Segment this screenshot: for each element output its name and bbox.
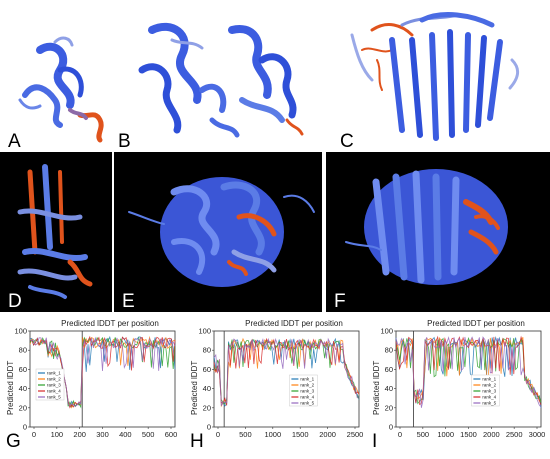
y-tick-label: 20 — [19, 403, 27, 412]
x-tick-label: 3000 — [529, 430, 546, 439]
x-tick-label: 0 — [32, 430, 36, 439]
x-tick-label: 100 — [51, 430, 64, 439]
legend-label: rank_5 — [47, 395, 61, 400]
legend-label: rank_3 — [47, 383, 61, 388]
x-tick-label: 2000 — [483, 430, 500, 439]
plot-g: Predicted lDDT per position Predicted lD… — [0, 315, 182, 454]
lddt-series-line — [395, 337, 542, 405]
y-tick-label: 40 — [203, 384, 211, 393]
x-tick-label: 300 — [96, 430, 109, 439]
y-tick-label: 0 — [207, 423, 211, 432]
lddt-series-line — [395, 336, 542, 408]
protein-structure-b — [138, 22, 304, 138]
x-tick-label: 0 — [216, 430, 220, 439]
protein-structure-c — [350, 12, 520, 141]
structure-panel-e: E — [114, 152, 322, 312]
y-tick-label: 100 — [198, 327, 211, 336]
x-tick-label: 1000 — [437, 430, 454, 439]
panel-label-d: D — [8, 291, 22, 312]
legend-label: rank_5 — [482, 401, 496, 406]
y-tick-label: 20 — [203, 403, 211, 412]
legend-label: rank_5 — [300, 401, 314, 406]
plot-title: Predicted lDDT per position — [245, 319, 343, 328]
x-tick-label: 500 — [142, 430, 155, 439]
y-tick-label: 60 — [19, 365, 27, 374]
y-tick-label: 40 — [385, 384, 393, 393]
protein-structure-d — [17, 164, 93, 299]
legend-label: rank_2 — [300, 383, 314, 388]
legend-label: rank_4 — [482, 395, 496, 400]
y-axis-label: Predicted lDDT — [372, 360, 381, 415]
panel-label-i: I — [372, 431, 378, 452]
x-tick-label: 0 — [398, 430, 402, 439]
legend-label: rank_1 — [47, 371, 61, 376]
y-tick-label: 0 — [389, 423, 393, 432]
structure-panel-c: C — [332, 0, 550, 150]
plot-title: Predicted lDDT per position — [427, 319, 525, 328]
lddt-series-line — [213, 339, 360, 405]
y-axis-label: Predicted lDDT — [6, 360, 15, 415]
x-tick-label: 500 — [239, 430, 252, 439]
x-tick-label: 200 — [73, 430, 86, 439]
x-tick-label: 2000 — [319, 430, 336, 439]
plot-h: Predicted lDDT per position Predicted lD… — [184, 315, 366, 454]
x-tick-label: 500 — [417, 430, 430, 439]
y-tick-label: 20 — [385, 403, 393, 412]
y-tick-label: 60 — [203, 365, 211, 374]
x-tick-label: 1000 — [264, 430, 281, 439]
structure-panel-b: B — [112, 0, 332, 150]
panel-label-f: F — [334, 291, 346, 312]
panel-label-c: C — [340, 131, 354, 150]
protein-structure-a — [18, 36, 104, 143]
panel-label-h: H — [190, 431, 204, 452]
panel-label-b: B — [118, 131, 131, 150]
y-tick-label: 0 — [23, 423, 27, 432]
lddt-series-line — [29, 336, 176, 407]
legend-label: rank_4 — [300, 395, 314, 400]
plot-title: Predicted lDDT per position — [61, 319, 159, 328]
lddt-series-line — [395, 335, 542, 406]
legend-label: rank_3 — [482, 389, 496, 394]
lddt-series-line — [29, 335, 176, 409]
x-tick-label: 1500 — [292, 430, 309, 439]
y-tick-label: 100 — [380, 327, 393, 336]
legend-label: rank_2 — [47, 377, 61, 382]
y-tick-label: 80 — [203, 346, 211, 355]
x-tick-label: 400 — [119, 430, 132, 439]
panel-label-g: G — [6, 431, 21, 452]
y-tick-label: 60 — [385, 365, 393, 374]
y-tick-label: 80 — [385, 346, 393, 355]
x-tick-label: 1500 — [460, 430, 477, 439]
legend-label: rank_3 — [300, 389, 314, 394]
panel-label-a: A — [8, 131, 21, 150]
structure-panel-f: F — [326, 152, 550, 312]
lddt-series-line — [213, 337, 360, 407]
legend-label: rank_1 — [482, 377, 496, 382]
structure-panel-d: D — [0, 152, 112, 312]
legend-label: rank_2 — [482, 383, 496, 388]
legend-label: rank_1 — [300, 377, 314, 382]
plot-i: Predicted lDDT per position Predicted lD… — [366, 315, 550, 454]
y-tick-label: 100 — [14, 327, 27, 336]
y-axis-label: Predicted lDDT — [190, 360, 199, 415]
lddt-series-line — [29, 336, 176, 409]
y-tick-label: 40 — [19, 384, 27, 393]
y-tick-label: 80 — [19, 346, 27, 355]
x-tick-label: 600 — [165, 430, 178, 439]
x-tick-label: 2500 — [506, 430, 523, 439]
legend-label: rank_4 — [47, 389, 61, 394]
structure-panel-a: A — [0, 0, 112, 150]
protein-structure-e — [128, 177, 315, 287]
x-tick-label: 2500 — [347, 430, 364, 439]
protein-structure-f — [345, 169, 508, 285]
panel-label-e: E — [122, 291, 135, 312]
plot-frame — [213, 330, 360, 428]
